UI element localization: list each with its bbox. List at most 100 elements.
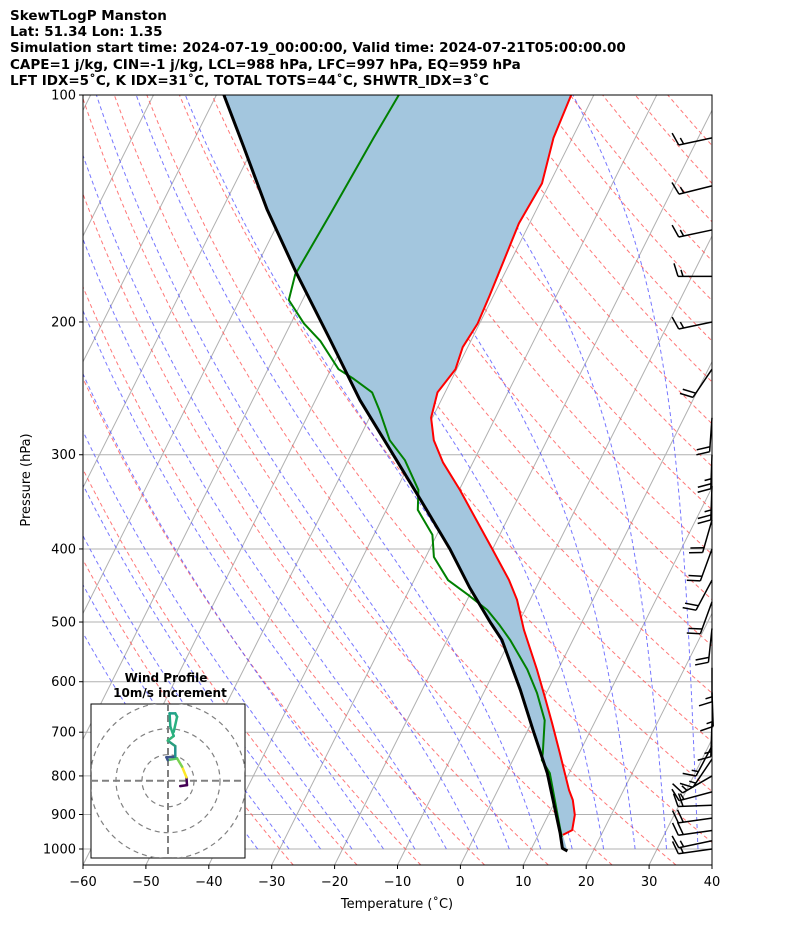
- wind-barb: [682, 579, 713, 611]
- x-tick-label: −20: [321, 875, 348, 890]
- barb-tick: [679, 392, 694, 399]
- moist-adiabat-line: [435, 95, 667, 850]
- barb-staff: [701, 519, 713, 553]
- y-tick-label: 500: [51, 616, 76, 631]
- cape-shading: [223, 95, 575, 851]
- y-tick-label: 800: [51, 769, 76, 784]
- isotherm-line: [397, 234, 712, 865]
- hodograph-segment: [175, 757, 184, 768]
- moist-adiabat-line: [95, 95, 510, 850]
- moist-adiabat-line: [83, 534, 290, 850]
- barb-tick: [672, 793, 679, 807]
- hodograph-segment: [166, 757, 179, 762]
- dry-adiabat-line: [178, 95, 712, 793]
- barb-staff: [695, 579, 713, 611]
- barb-tick: [671, 316, 680, 330]
- hodograph-subtitle: 10m/s increment: [113, 686, 227, 700]
- barb-tick: [682, 606, 697, 611]
- wind-barb: [671, 788, 713, 802]
- wind-barb: [672, 793, 713, 808]
- hodograph-segment: [180, 765, 188, 779]
- dry-adiabat-line: [634, 95, 712, 185]
- wind-barb: [686, 548, 713, 582]
- barb-half-tick: [679, 229, 685, 237]
- wind-barb: [686, 601, 713, 635]
- barb-tick: [671, 224, 680, 238]
- y-tick-label: 900: [51, 808, 76, 823]
- dry-adiabat-line: [83, 468, 358, 865]
- x-tick-label: 10: [515, 875, 532, 890]
- barb-tick: [671, 182, 680, 195]
- barb-tick: [684, 602, 699, 607]
- profile-lines: [222, 95, 576, 853]
- x-tick-label: 40: [704, 875, 721, 890]
- isotherm-line: [585, 612, 712, 865]
- barb-tick: [697, 483, 712, 488]
- wind-barb: [697, 454, 713, 493]
- wind-barb: [671, 224, 713, 238]
- wind-barb: [679, 368, 713, 399]
- barb-half-tick: [681, 785, 688, 791]
- moist-adiabat-line: [83, 237, 447, 850]
- barb-tick: [697, 514, 712, 520]
- hodograph-segment: [165, 755, 177, 759]
- barb-tick: [671, 132, 680, 146]
- wind-barb: [689, 519, 713, 554]
- location: Lat: 51.34 Lon: 1.35: [10, 24, 163, 40]
- barb-tick: [671, 810, 680, 824]
- dry-adiabat-line: [83, 285, 485, 865]
- isotherm-line: [334, 109, 712, 865]
- wind-barb: [671, 316, 713, 330]
- barb-staff: [692, 758, 713, 788]
- barb-staff: [678, 321, 713, 330]
- barb-half-tick: [679, 840, 685, 848]
- barb-half-tick: [679, 846, 684, 854]
- hodograph-title: Wind Profile: [125, 671, 208, 685]
- x-axis-label: Temperature (˚C): [340, 896, 453, 912]
- wind-barb: [671, 132, 713, 146]
- barb-half-tick: [679, 137, 685, 145]
- barb-half-tick: [705, 696, 713, 700]
- barb-tick: [700, 725, 714, 732]
- y-tick-label: 700: [51, 726, 76, 741]
- moist-adiabat-line: [83, 483, 322, 850]
- barb-staff: [677, 804, 713, 808]
- axes: −60 −50 −40 −30 −20 −10 0 10 20 30 40 100 200 300 400 5…: [43, 89, 720, 891]
- barb-tick: [682, 388, 697, 394]
- wind-barb: [673, 263, 712, 278]
- y-tick-label: 1000: [43, 843, 76, 858]
- wind-barb: [679, 758, 713, 789]
- dry-adiabat-line: [83, 377, 422, 865]
- barb-staff: [699, 548, 713, 582]
- x-tick-label: −40: [195, 875, 222, 890]
- y-axis-label: Pressure (hPa): [19, 433, 34, 526]
- isotherm-line: [83, 95, 92, 112]
- y-tick-label: 300: [51, 448, 76, 463]
- barb-staff: [678, 229, 713, 238]
- barb-tick: [679, 782, 694, 789]
- indices-info: LFT IDX=5˚C, K IDX=31˚C, TOTAL TOTS=44˚C…: [10, 73, 490, 89]
- isotherm-line: [271, 95, 658, 865]
- barb-tick: [676, 809, 684, 823]
- isotherm-line: [83, 95, 280, 489]
- barb-tick: [697, 488, 712, 493]
- dry-adiabat-line: [83, 97, 613, 865]
- barb-staff: [678, 817, 713, 824]
- barb-half-tick: [704, 478, 712, 482]
- wind-barbs: [671, 132, 714, 855]
- isotherm-line: [459, 360, 712, 865]
- hodograph: Wind Profile 10m/s increment: [90, 671, 246, 859]
- moist-adiabat-line: [572, 95, 699, 850]
- temperature-line: [430, 95, 576, 836]
- barb-tick: [698, 701, 713, 707]
- moist-adiabat-line: [83, 309, 416, 850]
- hodograph-segment: [168, 712, 172, 728]
- barb-staff: [678, 839, 713, 849]
- barb-staff: [707, 628, 713, 663]
- wind-barb: [672, 775, 713, 794]
- barb-tick: [695, 656, 710, 661]
- x-tick-label: −10: [384, 875, 411, 890]
- hodograph-segment: [185, 776, 189, 787]
- barb-tick: [686, 632, 701, 635]
